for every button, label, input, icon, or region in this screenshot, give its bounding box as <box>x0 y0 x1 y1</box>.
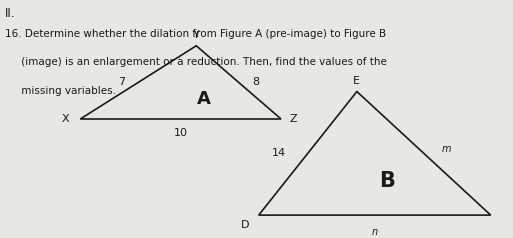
Text: Y: Y <box>193 30 200 40</box>
Text: n: n <box>371 227 378 237</box>
Text: (image) is an enlargement or a reduction. Then, find the values of the: (image) is an enlargement or a reduction… <box>5 57 387 67</box>
Text: 16. Determine whether the dilation from Figure A (pre-image) to Figure B: 16. Determine whether the dilation from … <box>5 29 386 39</box>
Text: 14: 14 <box>271 148 286 158</box>
Text: 7: 7 <box>118 77 125 87</box>
Text: 10: 10 <box>174 128 188 138</box>
Text: A: A <box>197 90 211 108</box>
Text: X: X <box>62 114 69 124</box>
Text: D: D <box>241 220 250 230</box>
Text: 8: 8 <box>252 77 259 87</box>
Text: missing variables.: missing variables. <box>5 86 116 96</box>
Text: E: E <box>353 76 360 86</box>
Text: Z: Z <box>290 114 298 124</box>
Text: II.: II. <box>5 7 15 20</box>
Text: B: B <box>379 171 394 191</box>
Text: m: m <box>442 144 451 154</box>
